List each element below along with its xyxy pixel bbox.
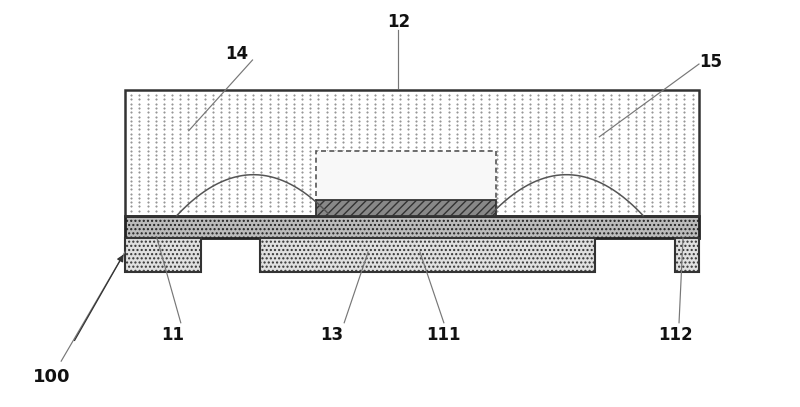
- Text: 11: 11: [162, 326, 184, 344]
- Bar: [125, 216, 699, 238]
- Text: 12: 12: [387, 13, 410, 31]
- Text: 14: 14: [225, 45, 248, 63]
- Text: 15: 15: [699, 53, 722, 71]
- Text: 13: 13: [321, 326, 344, 344]
- Text: 112: 112: [658, 326, 692, 344]
- Text: 111: 111: [426, 326, 461, 344]
- Text: 100: 100: [34, 368, 70, 386]
- Bar: [675, 238, 699, 272]
- Bar: [316, 151, 496, 201]
- Bar: [125, 238, 201, 272]
- Bar: [261, 238, 595, 272]
- Bar: [316, 200, 496, 216]
- Bar: [125, 90, 699, 216]
